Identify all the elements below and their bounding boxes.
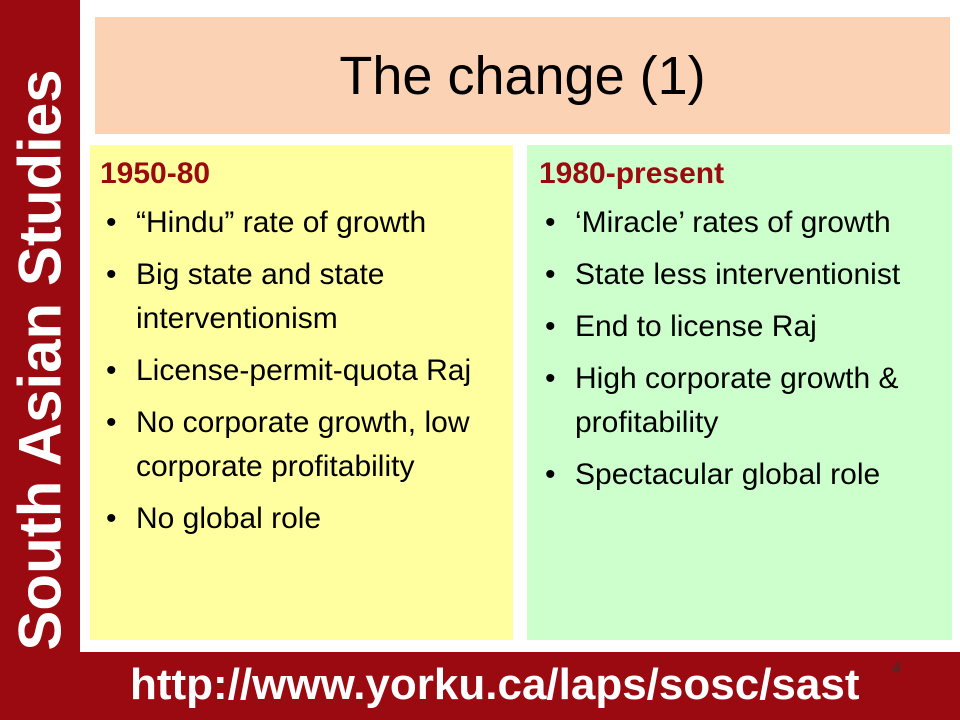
bullet-item: Spectacular global role [539, 453, 942, 497]
bullet-item: License-permit-quota Raj [100, 349, 503, 393]
bullet-item: End to license Raj [539, 305, 942, 349]
list: ‘Miracle’ rates of growth State less inte… [539, 201, 942, 497]
footer-bar [0, 652, 960, 720]
bullet-item: “Hindu” rate of growth [100, 201, 503, 245]
sidebar: South Asian Studies [0, 0, 80, 720]
bullet-item: Big state and state interventionism [100, 253, 503, 341]
bullet-item: No global role [100, 497, 503, 541]
title: The change (1) [95, 17, 950, 134]
list: “Hindu” rate of growth Big state and stat… [100, 201, 503, 541]
column-heading: 1980-present [539, 157, 725, 190]
bullet-item: ‘Miracle’ rates of growth [539, 201, 942, 245]
column-heading: 1950-80 [100, 157, 211, 190]
footer-url: http://www.yorku.ca/laps/sosc/sast [130, 660, 860, 709]
bullet-item: High corporate growth & profitability [539, 357, 942, 445]
column: 1950-80 “Hindu” rate of growth Big state a… [90, 145, 513, 640]
column: 1980-present ‘Miracle’ rates of growth Sta… [527, 145, 952, 640]
bullet-item: State less interventionist [539, 253, 942, 297]
sidebar-text: South Asian Studies [6, 69, 74, 651]
page-number: 4 [892, 660, 901, 677]
bullet-item: No corporate growth, low corporate profi… [100, 401, 503, 489]
